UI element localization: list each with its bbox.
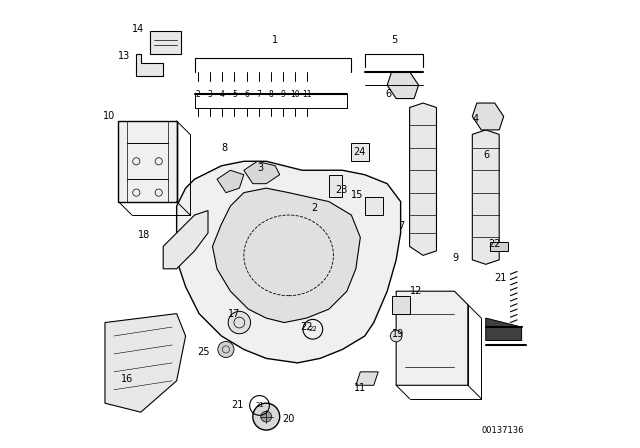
Text: 1: 1 xyxy=(272,35,278,45)
Text: 5: 5 xyxy=(232,90,237,99)
Text: 2: 2 xyxy=(311,203,317,213)
Polygon shape xyxy=(472,130,499,264)
Polygon shape xyxy=(212,188,360,323)
Polygon shape xyxy=(472,103,504,130)
Polygon shape xyxy=(150,31,181,54)
Polygon shape xyxy=(163,211,208,269)
Text: 22: 22 xyxy=(488,239,500,249)
Text: 15: 15 xyxy=(351,190,364,200)
Polygon shape xyxy=(396,291,468,385)
Text: 10: 10 xyxy=(103,112,115,121)
Text: 14: 14 xyxy=(132,24,144,34)
Polygon shape xyxy=(177,161,401,363)
Text: 9: 9 xyxy=(280,90,285,99)
Text: 25: 25 xyxy=(198,347,210,357)
Text: 6: 6 xyxy=(244,90,249,99)
Text: 3: 3 xyxy=(208,90,212,99)
Polygon shape xyxy=(136,54,163,76)
Text: 22: 22 xyxy=(308,326,317,332)
Text: 21: 21 xyxy=(232,400,244,409)
Polygon shape xyxy=(329,175,342,197)
Circle shape xyxy=(218,341,234,358)
Text: 23: 23 xyxy=(336,185,348,195)
Text: 6: 6 xyxy=(484,150,490,159)
Polygon shape xyxy=(244,161,280,184)
Text: 7: 7 xyxy=(256,90,261,99)
Text: 18: 18 xyxy=(138,230,150,240)
Polygon shape xyxy=(118,121,177,202)
Text: 21: 21 xyxy=(495,273,507,283)
Text: 4: 4 xyxy=(220,90,225,99)
Text: 11: 11 xyxy=(353,383,366,392)
Polygon shape xyxy=(486,318,522,340)
Polygon shape xyxy=(356,372,378,385)
Circle shape xyxy=(228,311,251,334)
Text: 20: 20 xyxy=(282,414,294,424)
Text: 8: 8 xyxy=(268,90,273,99)
Text: 3: 3 xyxy=(257,163,264,173)
Circle shape xyxy=(261,411,271,422)
Text: 00137136: 00137136 xyxy=(481,426,524,435)
Text: 2: 2 xyxy=(196,90,200,99)
Text: 10: 10 xyxy=(290,90,300,99)
Text: 12: 12 xyxy=(410,286,422,296)
Text: 22: 22 xyxy=(300,322,312,332)
Text: 17: 17 xyxy=(228,309,241,319)
Text: 6: 6 xyxy=(385,89,391,99)
Polygon shape xyxy=(410,103,436,255)
Circle shape xyxy=(253,403,280,430)
Text: 21: 21 xyxy=(255,402,264,409)
Polygon shape xyxy=(387,72,419,99)
Polygon shape xyxy=(392,296,410,314)
Text: 19: 19 xyxy=(392,329,404,339)
Text: 13: 13 xyxy=(118,51,131,61)
Polygon shape xyxy=(105,314,186,412)
Circle shape xyxy=(390,330,402,342)
Text: 16: 16 xyxy=(121,374,133,383)
Text: 5: 5 xyxy=(391,35,397,45)
Polygon shape xyxy=(365,197,383,215)
Polygon shape xyxy=(490,242,508,251)
Text: 7: 7 xyxy=(398,221,404,231)
Text: 9: 9 xyxy=(452,253,458,263)
Text: 11: 11 xyxy=(302,90,312,99)
Polygon shape xyxy=(217,170,244,193)
Text: 4: 4 xyxy=(472,114,479,124)
Text: 8: 8 xyxy=(221,143,228,153)
Polygon shape xyxy=(351,143,369,161)
Text: 24: 24 xyxy=(353,147,366,157)
